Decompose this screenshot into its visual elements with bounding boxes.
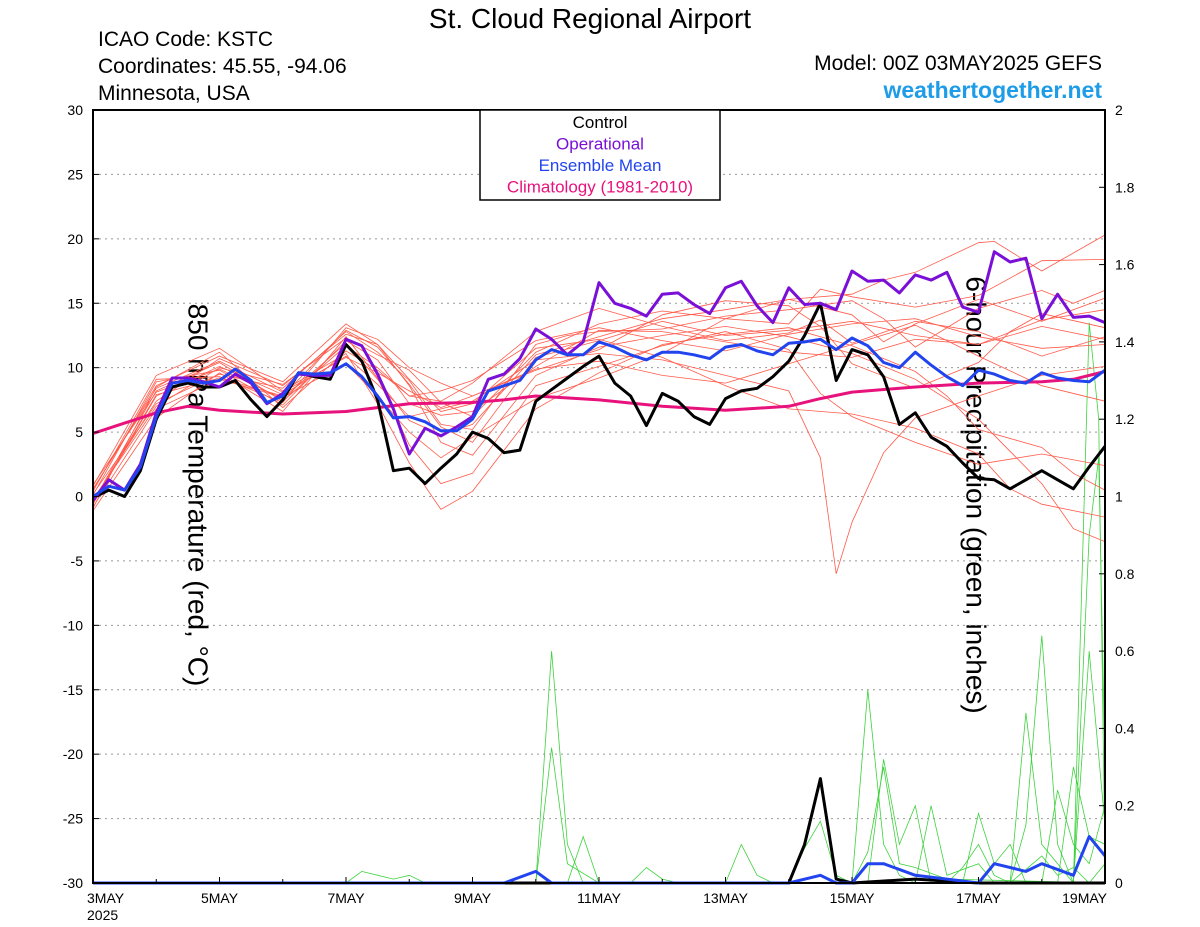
y-left-tick-label: 25 (67, 166, 83, 182)
x-tick-label: 5MAY (201, 890, 239, 906)
x-tick-label: 17MAY (956, 890, 1002, 906)
member-temperature-line (92, 323, 1106, 542)
y-right-tick-label: 0 (1115, 875, 1123, 891)
legend: Control Operational Ensemble Mean Climatolo… (479, 109, 721, 201)
control-temp-line (92, 301, 1107, 500)
model-run: Model: 00Z 03MAY2025 GEFS (814, 52, 1102, 75)
y-right-tick-label: 1.4 (1115, 334, 1135, 350)
member-temperature-line (92, 234, 1106, 508)
y-left-tick-label: 15 (67, 295, 83, 311)
x-tick-label: 19MAY (1062, 890, 1108, 906)
member-precip-line (93, 820, 1105, 884)
ensemble-mean-temp-line (92, 336, 1106, 498)
member-precip-line (93, 811, 1105, 884)
x-tick-label: 13MAY (703, 890, 749, 906)
member-precip-line (93, 322, 1106, 884)
main-series (91, 250, 1107, 885)
member-precip-line (93, 712, 1105, 884)
x-axis: 3MAY2025 5MAY 7MAY 9MAY 11MAY 13MAY 15MAY 17MAY… (87, 877, 1108, 923)
member-temperature-line (92, 309, 1106, 496)
y-right-tick-label: 0.2 (1115, 798, 1135, 814)
y-left-tick-label: -20 (63, 746, 83, 762)
grid (93, 173, 1105, 820)
member-precip-line (93, 790, 1106, 884)
y-right-tick-label: 0.8 (1115, 566, 1135, 582)
member-precip-line (93, 766, 1106, 884)
member-precip-line (93, 651, 1106, 884)
y-axis-left: 30 25 20 15 10 5 0 -5 -10 -15 -20 -25 -30 (63, 102, 99, 891)
y-left-tick-label: 30 (67, 102, 83, 118)
y-right-tick-label: 0.4 (1115, 720, 1135, 736)
coordinates: Coordinates: 45.55, -94.06 (98, 55, 347, 78)
legend-box (479, 109, 721, 201)
y-right-tick-label: 1.8 (1115, 179, 1135, 195)
x-tick-label: 3MAY (87, 890, 125, 906)
site-link[interactable]: weathertogether.net (883, 77, 1102, 103)
x-tick-sublabel: 2025 (87, 907, 118, 923)
y-left-tick-label: 5 (75, 424, 83, 440)
x-tick-label: 15MAY (830, 890, 876, 906)
legend-entry: Ensemble Mean (539, 156, 662, 175)
member-temperature-line (92, 259, 1106, 500)
member-precip-line (93, 835, 1105, 884)
legend-entry: Climatology (1981-2010) (507, 178, 693, 197)
member-temperature-line (92, 333, 1106, 518)
y-right-tick-label: 1 (1115, 489, 1123, 505)
y-right-tick-label: 2 (1115, 102, 1123, 118)
member-precip-line (93, 651, 1105, 884)
ensemble-mean-precip-line (93, 835, 1107, 885)
legend-entry: Operational (556, 135, 644, 154)
y-right-tick-label: 0.6 (1115, 643, 1135, 659)
y-left-tick-label: -5 (71, 553, 84, 569)
y-right-tick-label: 1.2 (1115, 411, 1135, 427)
member-temperature-line (92, 318, 1106, 509)
y-left-tick-label: 20 (67, 231, 83, 247)
member-precip-line (93, 747, 1105, 884)
y-axis-right: 2 1.8 1.6 1.4 1.2 1 0.8 0.6 0.4 0.2 0 (1099, 102, 1135, 891)
y-left-tick-label: -30 (63, 875, 83, 891)
y-left-tick-label: 0 (75, 489, 83, 505)
chart-title: St. Cloud Regional Airport (428, 3, 752, 34)
x-tick-label: 7MAY (327, 890, 365, 906)
member-precip-line (93, 805, 1105, 884)
member-precip-line (93, 759, 1105, 884)
member-precip-line (93, 457, 1106, 884)
member-precip-line (93, 766, 1106, 884)
region: Minnesota, USA (98, 82, 250, 105)
legend-entry: Control (573, 113, 628, 132)
y-right-tick-label: 1.6 (1115, 257, 1135, 273)
member-precip-lines (93, 322, 1106, 884)
member-precip-line (93, 689, 1105, 884)
y-left-tick-label: 10 (67, 360, 83, 376)
y-left-tick-label: -25 (63, 811, 83, 827)
control-precip-line (93, 777, 1105, 885)
member-temperature-line (92, 307, 1106, 502)
climatology-1981-2010-temp-line (92, 370, 1106, 435)
member-temperature-line (92, 300, 1106, 492)
x-tick-label: 9MAY (454, 890, 492, 906)
y-left-tick-label: -10 (63, 617, 83, 633)
x-tick-label: 11MAY (577, 890, 621, 906)
icao-code: ICAO Code: KSTC (98, 28, 274, 51)
member-temperature-line (92, 327, 1106, 510)
member-precip-line (93, 635, 1105, 884)
member-temperature-line (92, 331, 1106, 511)
y-left-tick-label: -15 (63, 682, 83, 698)
